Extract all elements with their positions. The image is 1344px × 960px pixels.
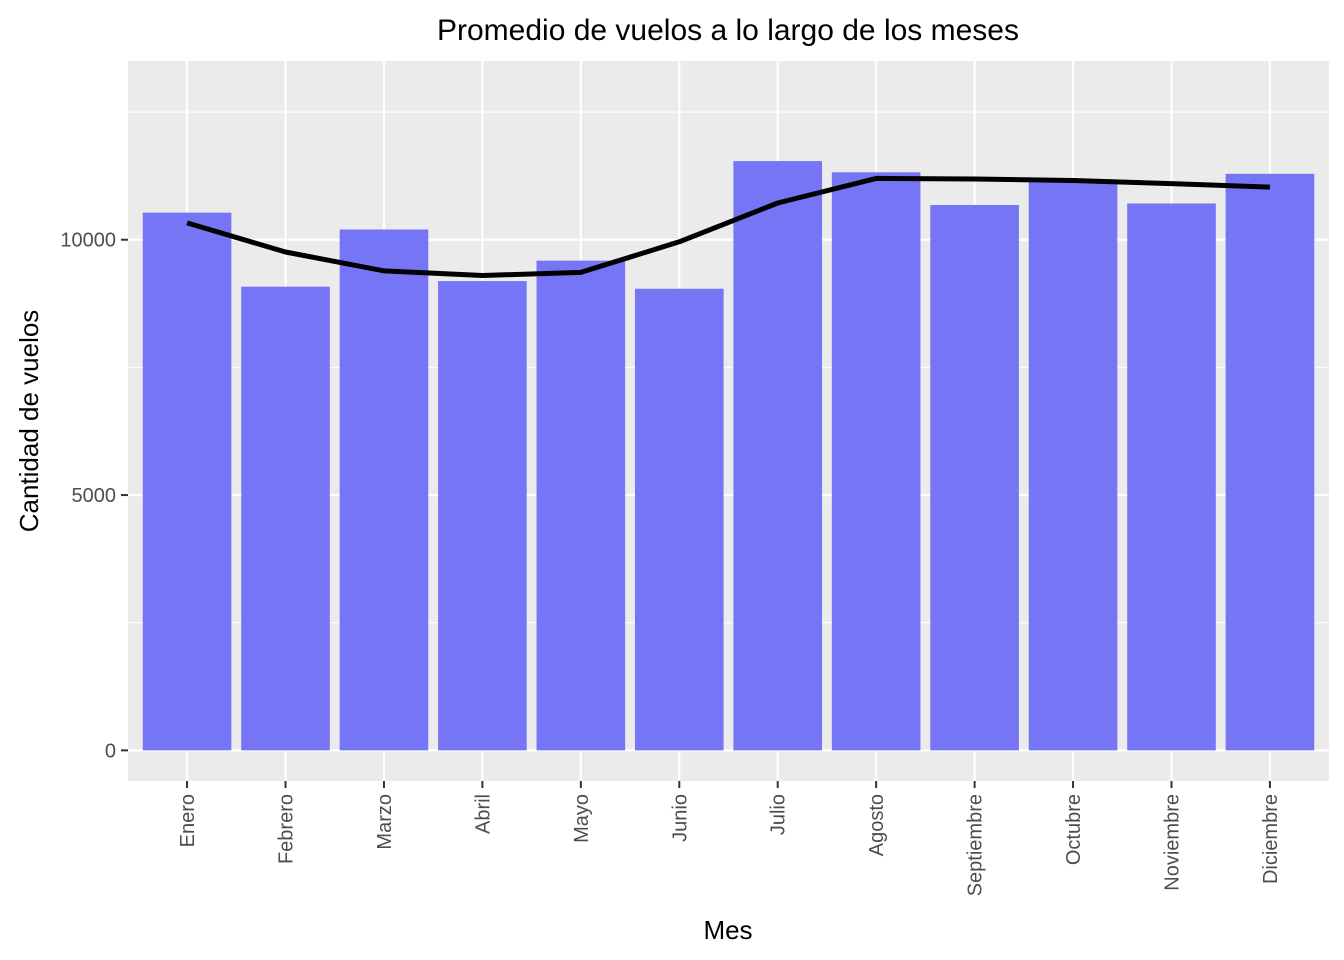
trend-line	[186, 175, 1270, 278]
bar-julio	[733, 161, 823, 751]
trend-line-group	[186, 175, 1270, 278]
bar-febrero	[241, 286, 330, 751]
y-axis-title: Cantidad de vuelos	[14, 310, 44, 533]
x-tick-label-marzo: Marzo	[374, 794, 396, 850]
x-axis-title: Mes	[703, 915, 752, 945]
bar-septiembre	[930, 205, 1019, 751]
y-tick-label: 10000	[60, 230, 116, 252]
x-tick-label-enero: Enero	[177, 794, 199, 847]
x-tick-label-septiembre: Septiembre	[965, 794, 987, 896]
x-tick-label-octubre: Octubre	[1063, 794, 1085, 865]
x-tick-label-mayo: Mayo	[571, 794, 593, 843]
bar-marzo	[339, 229, 429, 751]
bar-agosto	[831, 172, 921, 751]
x-axis: Enero Febrero Marzo Abril Mayo Junio Julio Agos…	[177, 781, 1282, 896]
x-tick-label-agosto: Agosto	[866, 794, 888, 856]
bar-diciembre	[1225, 173, 1315, 751]
y-tick-label: 5000	[72, 485, 117, 507]
bar-junio	[634, 288, 724, 751]
x-tick-label-diciembre: Diciembre	[1260, 794, 1282, 884]
y-axis: 0 5000 10000	[60, 230, 128, 762]
x-tick-label-julio: Julio	[768, 794, 790, 835]
chart-title: Promedio de vuelos a lo largo de los mes…	[437, 14, 1019, 47]
x-tick-label-noviembre: Noviembre	[1162, 794, 1184, 891]
bar-abril	[438, 281, 527, 751]
x-tick-label-febrero: Febrero	[276, 794, 298, 864]
y-tick-label: 0	[105, 740, 116, 762]
x-tick-label-abril: Abril	[472, 794, 494, 834]
bar-mayo	[536, 260, 626, 751]
bar-enero	[142, 212, 232, 751]
bars	[142, 161, 1315, 751]
bar-noviembre	[1127, 203, 1216, 751]
bar-octubre	[1028, 179, 1118, 751]
x-tick-label-junio: Junio	[669, 794, 691, 842]
